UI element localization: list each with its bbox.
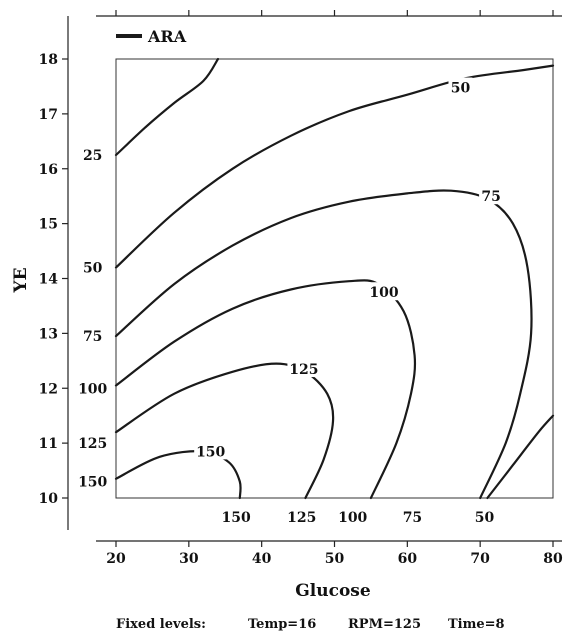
contour-label-75: 75 <box>481 189 500 205</box>
legend-label: ARA <box>147 27 187 46</box>
contour-label-50: 50 <box>451 81 471 97</box>
y-tick-label-15: 15 <box>39 217 58 233</box>
y-axis-title: YE <box>11 267 31 293</box>
contour-label-bg <box>367 282 401 301</box>
y-tick-label-16: 16 <box>39 162 58 178</box>
x-tick-label-40: 40 <box>252 551 272 567</box>
contour-line-25 <box>114 57 220 157</box>
x-tick-label-30: 30 <box>179 551 199 567</box>
contour-label-125: 125 <box>78 436 107 452</box>
contour-label-25: 25 <box>83 148 102 164</box>
fixed-levels-footer: Fixed levels: Temp=16 RPM=125 Time=8 <box>116 617 505 632</box>
fixed-levels-label: Fixed levels: <box>116 617 206 632</box>
x-axis-title: Glucose <box>295 581 371 601</box>
y-tick-label-12: 12 <box>39 381 58 397</box>
contour-label-100: 100 <box>338 510 367 526</box>
contour-label-bg <box>448 77 473 96</box>
y-tick-label-13: 13 <box>39 326 58 342</box>
contour-label-50: 50 <box>83 261 103 277</box>
contour-line-50 <box>114 64 555 269</box>
contour-label-125: 125 <box>287 510 316 526</box>
y-tick-label-14: 14 <box>39 272 59 288</box>
contour-label-bg <box>287 359 321 378</box>
contour-label-150: 150 <box>196 444 225 460</box>
contour-label-75: 75 <box>403 510 422 526</box>
contour-label-150: 150 <box>222 510 251 526</box>
plot-area <box>115 58 554 499</box>
y-tick-label-10: 10 <box>39 491 59 507</box>
fixed-level-temp: Temp=16 <box>248 617 316 632</box>
contour-line-75 <box>114 189 533 500</box>
y-tick-label-17: 17 <box>39 107 58 123</box>
legend: ARA <box>116 27 187 46</box>
fixed-level-time: Time=8 <box>448 617 505 632</box>
contour-line-175 <box>486 414 555 500</box>
contour-label-bg <box>194 441 228 460</box>
y-tick-label-11: 11 <box>39 436 58 452</box>
x-tick-label-20: 20 <box>106 551 126 567</box>
x-tick-label-50: 50 <box>325 551 345 567</box>
contour-label-bg <box>479 186 504 205</box>
contour-label-100: 100 <box>369 285 398 301</box>
x-tick-label-60: 60 <box>398 551 418 567</box>
x-tick-label-70: 70 <box>470 551 490 567</box>
contour-label-150: 150 <box>78 475 107 491</box>
contour-label-125: 125 <box>289 362 318 378</box>
contour-label-75: 75 <box>83 329 102 345</box>
x-tick-label-80: 80 <box>543 551 563 567</box>
fixed-level-rpm: RPM=125 <box>348 617 421 632</box>
y-tick-label-18: 18 <box>39 52 58 68</box>
contour-label-50: 50 <box>475 510 495 526</box>
contour-label-100: 100 <box>78 381 107 397</box>
